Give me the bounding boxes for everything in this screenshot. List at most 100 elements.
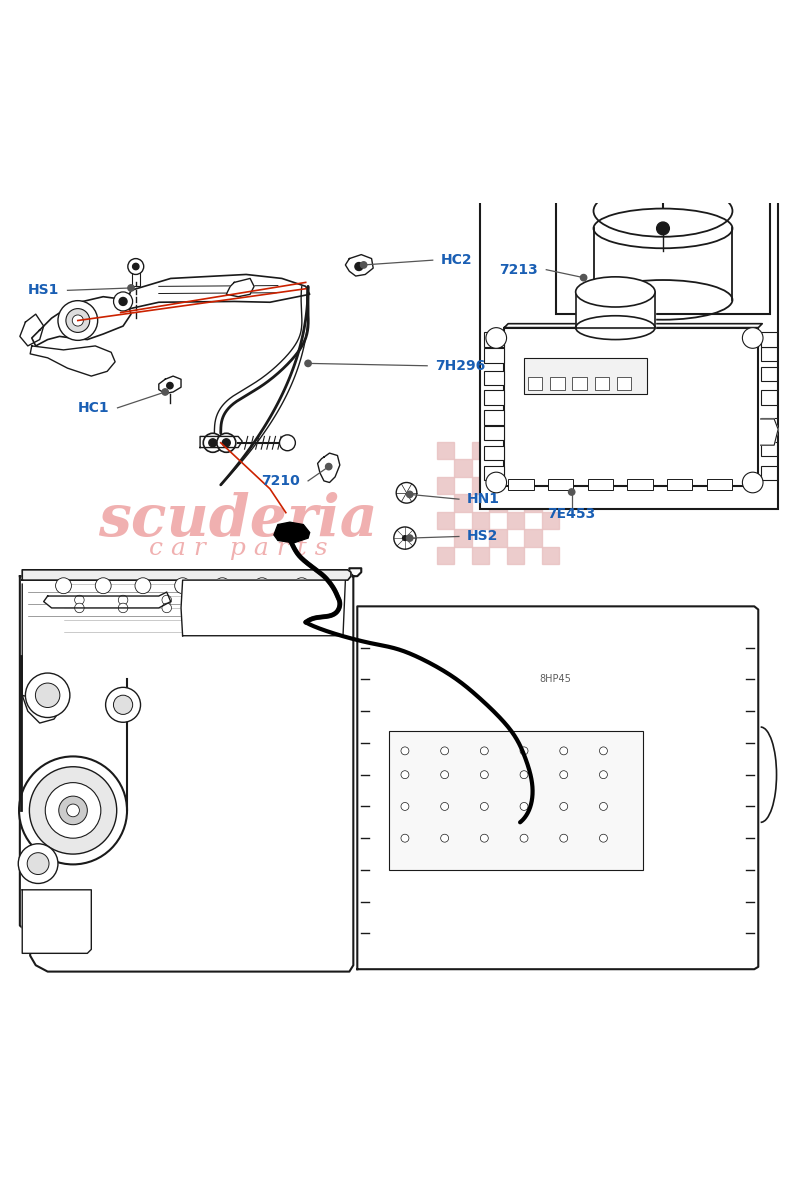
Circle shape xyxy=(27,853,49,875)
Bar xyxy=(489,529,507,547)
Bar xyxy=(484,466,504,480)
Circle shape xyxy=(486,472,507,493)
Bar xyxy=(489,494,507,512)
Circle shape xyxy=(520,746,528,755)
Circle shape xyxy=(279,434,295,451)
Bar xyxy=(550,377,565,390)
Bar xyxy=(542,512,559,529)
Circle shape xyxy=(599,746,607,755)
Bar xyxy=(524,529,542,547)
Bar xyxy=(508,479,534,491)
Circle shape xyxy=(441,770,449,779)
Polygon shape xyxy=(576,292,655,328)
Circle shape xyxy=(114,695,133,714)
Circle shape xyxy=(175,577,191,594)
Circle shape xyxy=(486,328,507,348)
Bar xyxy=(524,460,542,476)
Circle shape xyxy=(305,360,311,366)
Circle shape xyxy=(67,804,79,817)
Circle shape xyxy=(206,604,215,613)
Circle shape xyxy=(360,262,367,268)
Circle shape xyxy=(249,604,259,613)
Circle shape xyxy=(407,535,413,541)
Circle shape xyxy=(580,275,587,281)
Polygon shape xyxy=(22,584,60,724)
Circle shape xyxy=(293,595,303,605)
Circle shape xyxy=(560,746,568,755)
Circle shape xyxy=(128,284,134,292)
Circle shape xyxy=(480,834,488,842)
Polygon shape xyxy=(32,296,131,346)
Text: 7H296: 7H296 xyxy=(435,359,485,373)
Circle shape xyxy=(441,803,449,810)
Bar xyxy=(507,476,524,494)
Circle shape xyxy=(45,782,101,838)
Circle shape xyxy=(520,770,528,779)
Bar xyxy=(617,377,631,390)
Circle shape xyxy=(394,527,416,550)
Text: HC2: HC2 xyxy=(441,253,472,268)
Bar xyxy=(542,547,559,564)
Bar xyxy=(761,418,777,432)
Text: HC1: HC1 xyxy=(78,401,110,415)
Circle shape xyxy=(59,796,87,824)
Circle shape xyxy=(206,595,215,605)
Circle shape xyxy=(72,314,83,326)
Bar xyxy=(484,390,504,404)
Text: HN1: HN1 xyxy=(467,492,500,506)
Circle shape xyxy=(560,803,568,810)
Text: HS2: HS2 xyxy=(467,529,499,544)
Circle shape xyxy=(254,577,270,594)
Text: 7213: 7213 xyxy=(499,263,538,277)
Circle shape xyxy=(119,298,127,306)
Circle shape xyxy=(162,595,172,605)
Circle shape xyxy=(66,308,90,332)
Circle shape xyxy=(658,191,668,200)
Circle shape xyxy=(162,604,172,613)
Bar xyxy=(484,371,504,385)
Circle shape xyxy=(480,770,488,779)
Circle shape xyxy=(19,756,127,864)
Circle shape xyxy=(214,577,230,594)
Circle shape xyxy=(399,533,410,544)
Circle shape xyxy=(29,767,117,854)
Circle shape xyxy=(25,673,70,718)
Circle shape xyxy=(480,803,488,810)
Circle shape xyxy=(355,263,363,270)
Circle shape xyxy=(36,683,60,708)
Bar xyxy=(761,442,777,456)
Polygon shape xyxy=(20,569,361,972)
Bar xyxy=(489,460,507,476)
Circle shape xyxy=(18,844,58,883)
Circle shape xyxy=(75,604,84,613)
Bar xyxy=(454,529,472,547)
Circle shape xyxy=(441,746,449,755)
Bar xyxy=(437,476,454,494)
Bar xyxy=(524,358,647,394)
Polygon shape xyxy=(181,580,345,636)
Bar xyxy=(472,512,489,529)
Polygon shape xyxy=(123,275,310,310)
Bar xyxy=(484,410,504,425)
Bar xyxy=(707,479,732,491)
Bar xyxy=(761,366,777,380)
Bar xyxy=(480,196,778,509)
Bar xyxy=(667,479,692,491)
Bar xyxy=(528,377,542,390)
Bar xyxy=(484,348,504,362)
Bar xyxy=(556,199,770,314)
Circle shape xyxy=(401,803,409,810)
Bar xyxy=(588,479,613,491)
Polygon shape xyxy=(357,606,758,970)
Circle shape xyxy=(222,439,230,446)
Circle shape xyxy=(118,604,128,613)
Bar xyxy=(595,377,609,390)
Circle shape xyxy=(441,834,449,842)
Polygon shape xyxy=(318,454,340,482)
Circle shape xyxy=(133,263,139,270)
Circle shape xyxy=(401,770,409,779)
Text: 7210: 7210 xyxy=(261,474,300,488)
Polygon shape xyxy=(226,278,254,296)
Text: c a r   p a r t s: c a r p a r t s xyxy=(149,536,327,560)
Circle shape xyxy=(128,258,144,275)
